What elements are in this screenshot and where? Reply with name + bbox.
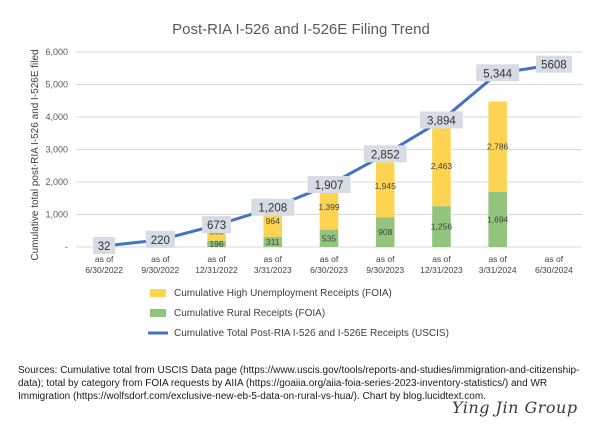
x-tick-label: as of 6/30/2024 (535, 254, 573, 275)
y-axis-label: Cumulative total post-RIA I-526 and I-52… (30, 49, 41, 260)
total-value-label: 32 (98, 241, 111, 253)
total-value-label: 3,894 (427, 115, 456, 127)
total-value-label: 5608 (541, 60, 567, 72)
y-tick-label: 1,000 (45, 210, 68, 220)
bar-high-unemployment-value-label: 1,945 (375, 181, 397, 191)
x-tick-label: as of 6/30/2022 (85, 254, 123, 275)
legend-swatch-high-unemployment (150, 289, 166, 297)
legend-label-total: Cumulative Total Post-RIA I-526 and I-52… (174, 328, 449, 339)
bar-rural-segment (319, 229, 339, 247)
total-value-label: 220 (151, 235, 170, 247)
y-tick-label: 4,000 (45, 112, 68, 122)
total-value-label-box (93, 236, 116, 254)
bar-high-unemployment-segment (375, 154, 395, 218)
total-value-label: 5,344 (483, 68, 512, 80)
bar-rural-segment (432, 206, 451, 247)
total-value-label-box (251, 198, 295, 216)
y-axis-ticks: - 1,000 2,000 3,000 4,000 5,000 6,000 (45, 47, 68, 252)
total-value-label-box (145, 230, 175, 248)
bar-rural-value-label: 535 (322, 233, 336, 243)
bar-rural-segment (263, 236, 283, 247)
x-tick-label: as of 12/31/2022 (195, 254, 238, 275)
watermark-signature: Ying Jin Group (452, 398, 578, 417)
legend-label-high-unemployment: Cumulative High Unemployment Receipts (F… (174, 288, 392, 299)
x-tick-label: as of 9/30/2022 (141, 254, 179, 275)
source-note: Sources: Cumulative total from USCIS Dat… (18, 365, 580, 402)
bar-high-unemployment-value-label: 1,399 (318, 202, 340, 212)
bar-rural-segment (375, 217, 395, 247)
bar-rural-value-label: 311 (266, 237, 280, 247)
legend-label-rural: Cumulative Rural Receipts (FOIA) (174, 308, 325, 319)
bar-value-labels: 1965683119645351,3999081,9451,2562,4631,… (209, 142, 508, 249)
bar-high-unemployment-segment (432, 126, 451, 207)
bar-high-unemployment-segment (488, 101, 507, 192)
bar-rural-value-label: 196 (209, 239, 223, 249)
y-tick-label: 5,000 (45, 80, 68, 90)
total-value-label: 2,852 (371, 149, 400, 161)
x-tick-label: as of 9/30/2023 (366, 254, 404, 275)
bar-rural-value-label: 1,694 (487, 214, 509, 224)
bar-rural-value-label: 1,256 (431, 222, 453, 232)
x-tick-label: as of 12/31/2023 (420, 254, 463, 275)
bar-high-unemployment-segment (319, 184, 339, 230)
y-tick-label: 3,000 (45, 145, 68, 155)
total-value-label: 1,208 (258, 203, 287, 215)
y-tick-label: 6,000 (45, 47, 68, 57)
y-tick-label: - (65, 242, 68, 252)
total-value-label-box (419, 111, 463, 129)
bar-rural-value-label: 908 (378, 227, 392, 237)
legend: Cumulative High Unemployment Receipts (F… (148, 288, 449, 339)
chart-title: Post-RIA I-526 and I-526E Filing Trend (172, 21, 430, 38)
bar-high-unemployment-value-label: 964 (266, 216, 280, 226)
legend-swatch-rural (150, 309, 166, 317)
total-value-label: 673 (207, 220, 226, 232)
bar-high-unemployment-value-label: 2,463 (431, 161, 453, 171)
bar-high-unemployment-value-label: 2,786 (487, 142, 509, 152)
x-axis-ticks: as of 6/30/2022 as of 9/30/2022 as of 12/31/2… (85, 254, 573, 275)
x-tick-label: as of 3/31/2023 (254, 254, 292, 275)
total-value-label-box (307, 176, 351, 194)
chart-area: Post-RIA I-526 and I-526E Filing Trend C… (30, 21, 582, 339)
total-value-label: 1,907 (315, 180, 344, 192)
x-tick-label: as of 6/30/2023 (310, 254, 348, 275)
x-tick-label: as of 3/31/2024 (479, 254, 517, 275)
total-value-label-box (535, 55, 572, 73)
bar-rural-segment (488, 191, 507, 247)
total-value-label-box (476, 64, 520, 82)
total-value-label-box (363, 145, 407, 163)
total-value-label-box (202, 216, 232, 234)
total-line-series: 32 220 673 1,208 1,907 2,852 3,894 5,344 5608 (93, 55, 572, 254)
y-tick-label: 2,000 (45, 177, 68, 187)
bar-rural-segment (207, 240, 226, 247)
